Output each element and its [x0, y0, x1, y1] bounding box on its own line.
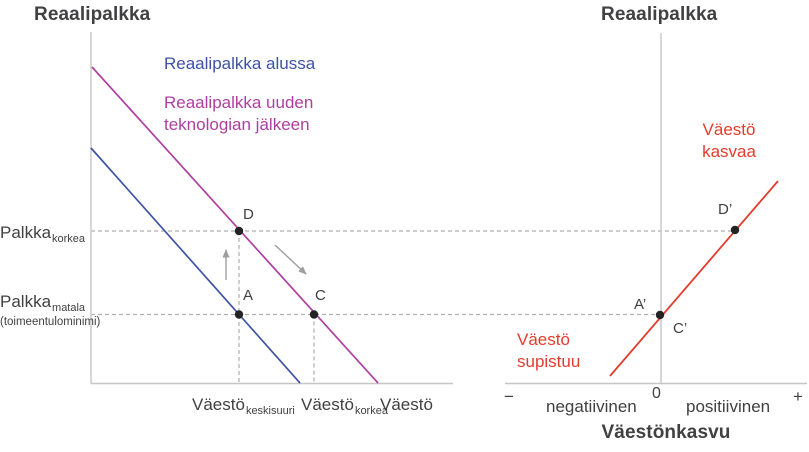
- population-grows-annotation: Väestö kasvaa: [694, 119, 764, 163]
- legend-new-tech-line2: teknologian jälkeen: [164, 115, 310, 134]
- legend-initial-wage: Reaalipalkka alussa: [164, 54, 316, 73]
- wage-high-sub: korkea: [52, 233, 86, 245]
- point-c-label: C: [315, 287, 326, 304]
- zero-tick-label: 0: [652, 385, 661, 402]
- point-a-prime-dot: [655, 310, 665, 320]
- population-growth-curve: [609, 180, 779, 377]
- population-growth-axis-title: Väestönkasvu: [601, 422, 731, 443]
- plus-sign-label: +: [793, 387, 803, 406]
- population-medium-main: Väestö: [192, 395, 245, 414]
- population-shrinks-annotation: Väestö supistuu: [517, 329, 580, 373]
- wage-high-main: Palkka: [0, 223, 52, 242]
- point-d-label: D: [243, 206, 254, 223]
- point-a-label: A: [243, 287, 254, 304]
- x-label-population-medium: Väestökeskisuuri: [192, 395, 295, 418]
- population-high-sub: korkea: [354, 405, 388, 417]
- positive-region-label: positiivinen: [686, 397, 771, 416]
- minus-sign-label: −: [504, 387, 514, 406]
- x-axis-title-population: Väestö: [380, 395, 433, 414]
- wage-high-label: Palkkakorkea: [0, 223, 86, 246]
- diagonal-adjustment-arrow: [274, 244, 307, 275]
- shrinks-line2: supistuu: [517, 352, 581, 371]
- wage-low-sub: matala: [52, 302, 86, 314]
- point-a-dot: [234, 310, 244, 319]
- population-medium-sub: keskisuuri: [245, 405, 295, 417]
- subsistence-minimum-note: (toimeentulominimi): [0, 316, 101, 328]
- point-d-dot: [234, 226, 244, 236]
- initial-real-wage-curve: [90, 147, 301, 384]
- grows-line1: Väestö: [702, 120, 756, 139]
- x-label-population-high: Väestökorkea: [301, 395, 388, 418]
- point-c-prime-label: C’: [673, 320, 688, 337]
- new-technology-real-wage-curve: [91, 66, 379, 384]
- population-high-main: Väestö: [301, 395, 354, 414]
- point-a-prime-label: A’: [634, 296, 647, 313]
- legend-new-technology-wage: Reaalipalkka uuden teknologian jälkeen: [164, 92, 313, 136]
- grows-line2: kasvaa: [702, 142, 756, 161]
- point-d-prime-label: D’: [718, 201, 733, 218]
- legend-new-tech-line1: Reaalipalkka uuden: [164, 93, 314, 112]
- negative-region-label: negatiivinen: [546, 397, 637, 416]
- point-d-prime-dot: [730, 225, 740, 235]
- wage-low-main: Palkka: [0, 292, 52, 311]
- point-c-dot: [309, 310, 319, 319]
- shrinks-line1: Väestö: [517, 330, 570, 349]
- left-panel-title: Reaalipalkka: [34, 4, 151, 25]
- wage-low-label: Palkkamatala: [0, 292, 86, 315]
- right-panel-title: Reaalipalkka: [601, 4, 718, 25]
